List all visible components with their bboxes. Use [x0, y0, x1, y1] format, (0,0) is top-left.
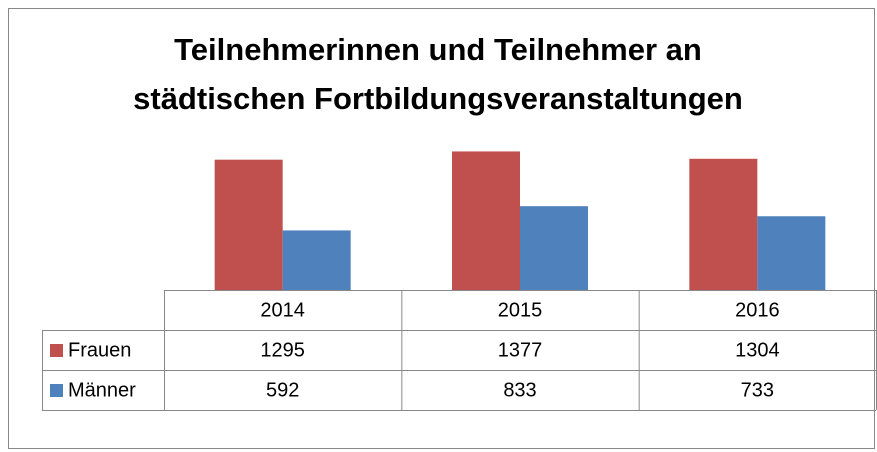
- table-value: 592: [266, 379, 299, 401]
- legend-label: Männer: [68, 379, 136, 401]
- table-value: 733: [741, 379, 774, 401]
- x-tick-label: 2016: [735, 299, 780, 321]
- bar: [452, 151, 520, 290]
- chart-title: Teilnehmerinnen und Teilnehmer an: [174, 32, 702, 67]
- bar: [214, 159, 283, 290]
- bar: [282, 230, 351, 290]
- x-tick-label: 2015: [498, 299, 543, 321]
- x-tick-label: 2014: [260, 299, 305, 321]
- bar: [689, 158, 758, 290]
- chart-title: städtischen Fortbildungsveranstaltungen: [133, 81, 743, 116]
- legend-label: Frauen: [68, 339, 131, 361]
- bar: [757, 216, 826, 290]
- table-value: 833: [503, 379, 536, 401]
- legend-key: [50, 384, 63, 397]
- table-value: 1304: [735, 339, 780, 361]
- table-value: 1295: [260, 339, 305, 361]
- bar: [520, 206, 588, 290]
- table-value: 1377: [498, 339, 543, 361]
- legend-key: [50, 344, 63, 357]
